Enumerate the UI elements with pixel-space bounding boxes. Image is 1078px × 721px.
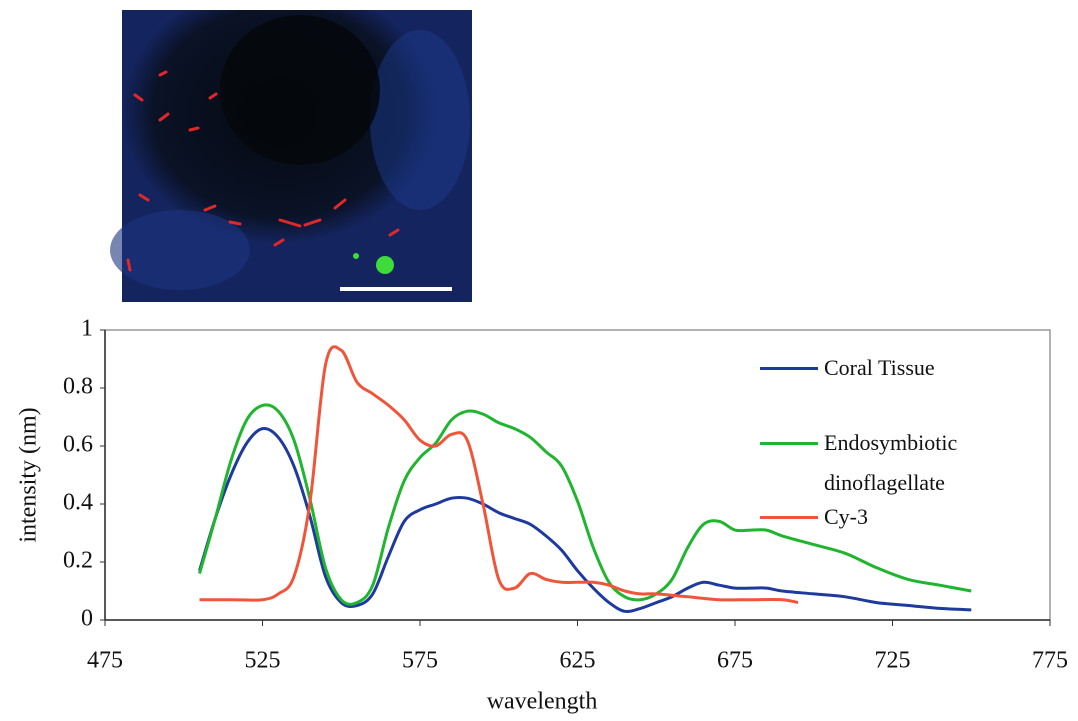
data-line xyxy=(199,345,799,605)
legend-label: Endosymbiotic dinoflagellate xyxy=(824,430,958,495)
x-tick-label: 625 xyxy=(560,648,596,674)
y-axis-title: intensity (nm) xyxy=(16,407,42,542)
y-tick-label: 0.4 xyxy=(63,490,93,516)
x-tick-label: 775 xyxy=(1032,648,1068,674)
legend-entry: Cy-3 xyxy=(760,497,994,537)
x-tick-label: 525 xyxy=(245,648,281,674)
micrograph xyxy=(110,10,472,302)
y-tick-label: 0.8 xyxy=(63,374,93,400)
data-line xyxy=(198,403,972,606)
x-tick-label: 475 xyxy=(87,648,123,674)
x-tick-label: 725 xyxy=(875,648,911,674)
x-tick-label: 575 xyxy=(402,648,438,674)
legend-swatch xyxy=(760,516,818,519)
y-tick-label: 1 xyxy=(81,316,93,342)
y-tick-label: 0.2 xyxy=(63,548,93,574)
legend-swatch xyxy=(760,367,818,370)
legend-label: Coral Tissue xyxy=(824,355,935,380)
legend-label: Cy-3 xyxy=(824,504,868,529)
legend-swatch xyxy=(760,442,818,445)
data-line xyxy=(198,426,972,614)
legend-entry: Endosymbiotic dinoflagellate xyxy=(760,423,994,503)
y-tick-label: 0.6 xyxy=(63,432,93,458)
x-tick-label: 675 xyxy=(717,648,753,674)
y-tick-label: 0 xyxy=(81,606,93,632)
legend-entry: Coral Tissue xyxy=(760,348,994,388)
x-axis-title: wavelength xyxy=(487,689,598,715)
